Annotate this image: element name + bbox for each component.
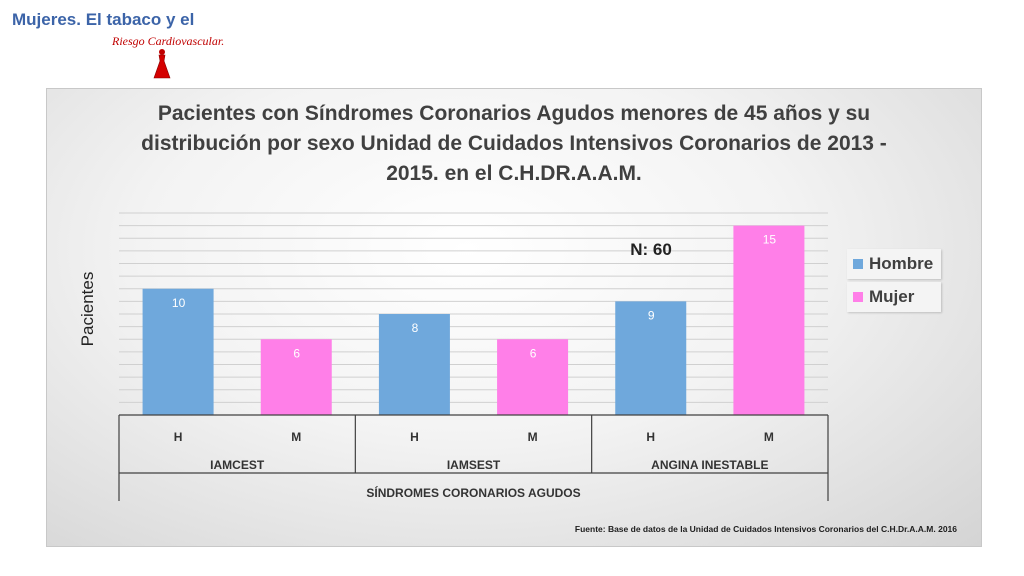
x-axis-label: SÍNDROMES CORONARIOS AGUDOS (366, 485, 580, 500)
bar-hombre (142, 288, 214, 415)
x-tick-label: M (764, 430, 774, 444)
red-dress-icon (153, 49, 171, 79)
data-label: 15 (763, 233, 777, 247)
data-label: 6 (530, 346, 537, 360)
chart-legend: Hombre Mujer (847, 249, 942, 315)
annotation-n: N: 60 (630, 240, 672, 259)
x-tick-label: H (174, 430, 183, 444)
y-axis-label: Pacientes (78, 272, 97, 347)
legend-swatch-mujer (853, 292, 863, 302)
source-note: Fuente: Base de datos de la Unidad de Cu… (574, 524, 957, 534)
legend-item-hombre: Hombre (847, 249, 942, 279)
chart-title: Pacientes con Síndromes Coronarios Agudo… (141, 102, 887, 185)
data-label: 10 (172, 296, 186, 310)
group-label: ANGINA INESTABLE (651, 458, 768, 472)
legend-label-mujer: Mujer (869, 287, 915, 306)
chart-plot: 10 6 8 6 9 15 N: 60 Pacientes H M H M H M IAMCEST IAMSE… (78, 212, 829, 501)
data-label: 6 (293, 346, 300, 360)
bar-mujer (733, 225, 805, 415)
x-tick-label: H (646, 430, 655, 444)
legend-label-hombre: Hombre (869, 254, 934, 273)
page-header-title: Mujeres. El tabaco y el (12, 10, 195, 29)
x-tick-label: M (528, 430, 538, 444)
legend-swatch-hombre (853, 259, 863, 269)
x-tick-label: M (291, 430, 301, 444)
x-tick-label: H (410, 430, 419, 444)
bar-mujer (260, 339, 332, 415)
bar-mujer (497, 339, 569, 415)
chart-panel: Pacientes con Síndromes Coronarios Agudo… (46, 88, 982, 547)
data-label: 9 (648, 308, 655, 322)
data-label: 8 (412, 321, 419, 335)
legend-item-mujer: Mujer (847, 282, 942, 312)
bar-hombre (615, 301, 687, 415)
page-header-subtitle: Riesgo Cardiovascular. (112, 34, 225, 48)
bar-hombre (378, 314, 450, 415)
group-label: IAMCEST (210, 458, 265, 472)
group-label: IAMSEST (447, 458, 501, 472)
